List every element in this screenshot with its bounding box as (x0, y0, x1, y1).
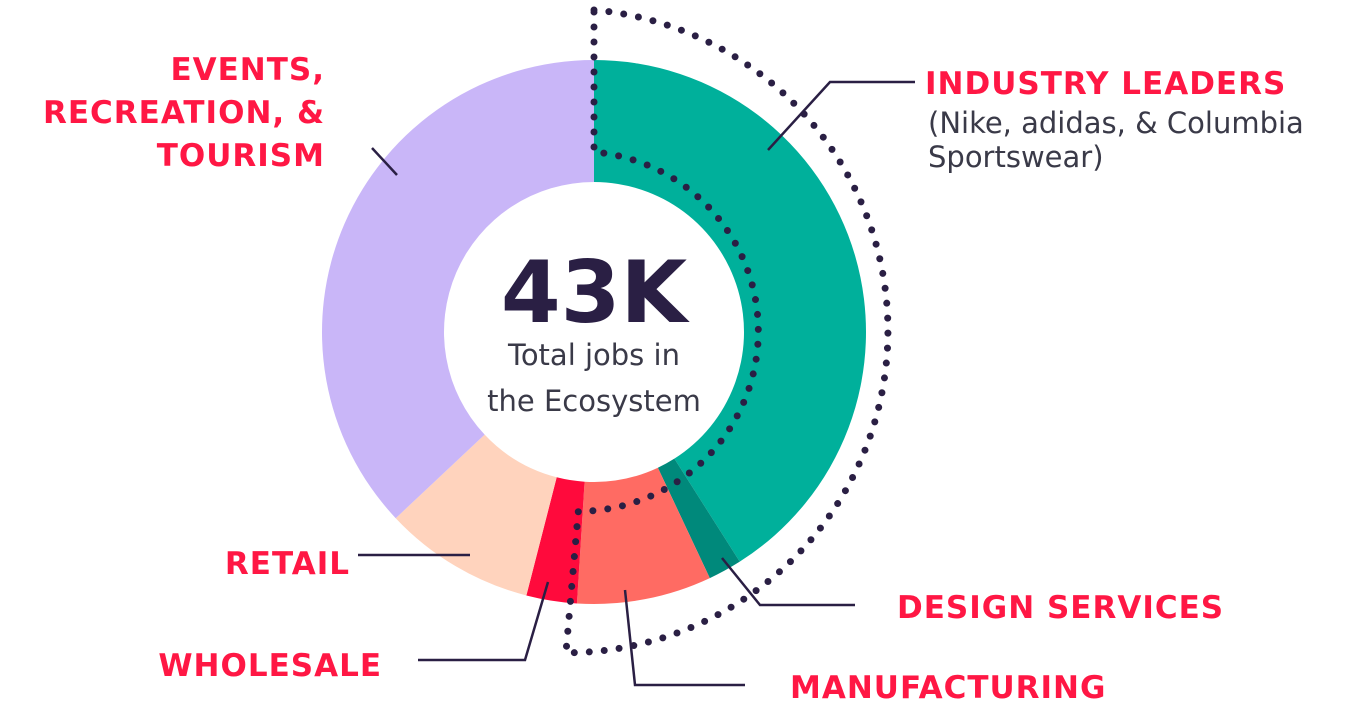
label: WHOLESALE (158, 648, 382, 684)
slice (594, 60, 866, 562)
leader-line (721, 557, 855, 607)
leader-line (371, 147, 398, 176)
slice (321, 60, 594, 519)
leader-line (418, 581, 550, 662)
label: EVENTS, (170, 52, 325, 88)
center-value: 43K (501, 243, 691, 343)
slice (576, 467, 710, 604)
label: Sportswear) (928, 140, 1104, 174)
leader-line (767, 80, 915, 151)
donut (321, 60, 866, 604)
slice (395, 434, 557, 596)
center-label: Total jobs in (507, 338, 680, 372)
dotted-outline (562, 6, 892, 657)
label: INDUSTRY LEADERS (925, 66, 1286, 102)
label: RECREATION, & (43, 95, 325, 131)
label: (Nike, adidas, & Columbia (928, 106, 1304, 140)
label: MANUFACTURING (790, 670, 1106, 704)
label: TOURISM (157, 138, 325, 174)
label: RETAIL (225, 546, 350, 582)
slice (657, 458, 740, 579)
label: DESIGN SERVICES (897, 590, 1224, 626)
highlight-outline (562, 6, 892, 657)
leader-line (623, 589, 745, 687)
center-label: the Ecosystem (487, 384, 701, 418)
labels: INDUSTRY LEADERS (Nike, adidas, & Columbi… (43, 52, 1304, 704)
